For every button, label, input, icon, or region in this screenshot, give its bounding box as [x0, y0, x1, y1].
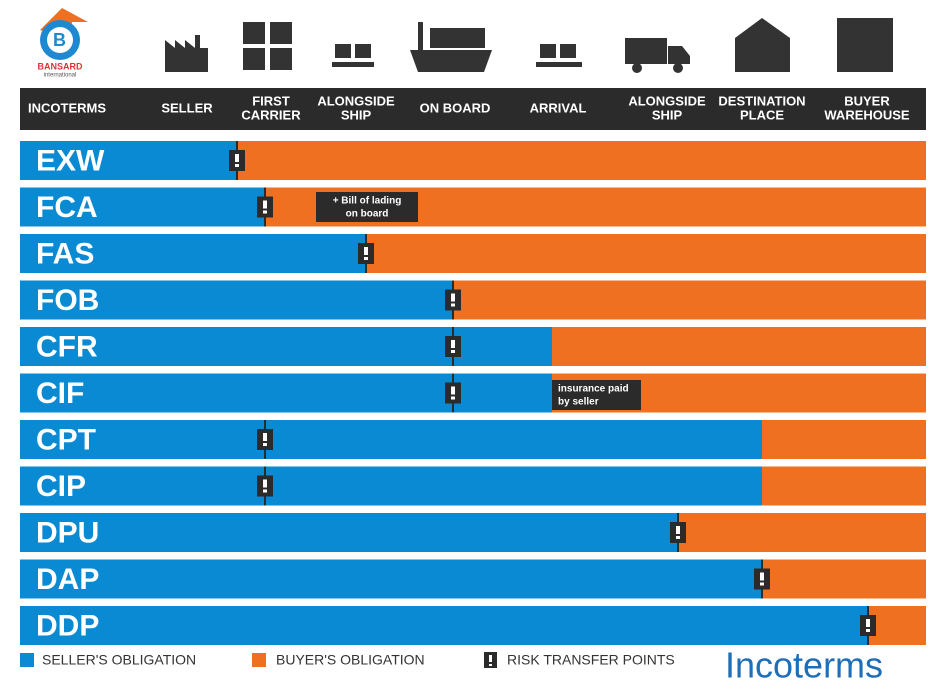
legend-buyer: BUYER'S OBLIGATION: [276, 652, 425, 668]
header-label: ALONGSIDE: [628, 93, 706, 108]
header-label: DESTINATION: [718, 93, 805, 108]
incoterm-code: CIF: [36, 377, 84, 410]
header-label: FIRST: [252, 93, 290, 108]
seller-bar: [20, 187, 265, 227]
incoterm-code: FAS: [36, 237, 94, 270]
risk-dot: [760, 582, 764, 586]
buyer-bar: [762, 466, 926, 506]
note-text: insurance paid: [558, 384, 629, 395]
header-label: WAREHOUSE: [824, 107, 910, 122]
risk-mark: [364, 247, 368, 255]
seller-bar: [20, 141, 237, 180]
buyer-bar: [762, 420, 926, 459]
note-text: on board: [346, 209, 389, 220]
header-label: CARRIER: [241, 107, 301, 122]
note-box: [316, 192, 418, 222]
header-label: ON BOARD: [420, 100, 491, 115]
incoterm-code: FCA: [36, 191, 98, 224]
risk-dot: [676, 536, 680, 539]
buyer-bar: [868, 606, 926, 645]
buyer-bar: [453, 280, 926, 320]
header-label: ARRIVAL: [530, 100, 587, 115]
seller-bar: [20, 327, 552, 366]
seller-bar: [20, 513, 678, 552]
risk-dot: [235, 164, 239, 167]
risk-mark: [451, 386, 455, 395]
svg-text:B: B: [53, 30, 66, 50]
header-label: ALONGSIDE: [317, 93, 395, 108]
risk-mark: [451, 340, 455, 348]
buyer-bar: [552, 327, 926, 366]
buyer-bar: [678, 513, 926, 552]
logo-name: BANSARD: [38, 61, 84, 71]
risk-mark: [263, 433, 267, 441]
seller-bar: [20, 280, 453, 320]
buyer-bar: [366, 234, 926, 273]
incoterm-code: DAP: [36, 563, 99, 596]
risk-dot: [866, 629, 870, 632]
risk-mark: [760, 572, 764, 581]
buyer-bar: [237, 141, 926, 180]
icons: [165, 18, 893, 73]
header-label: INCOTERMS: [28, 100, 106, 115]
header-label: SHIP: [652, 107, 683, 122]
incoterm-code: EXW: [36, 144, 105, 177]
risk-dot: [263, 489, 267, 493]
risk-mark: [263, 479, 267, 488]
header-label: SHIP: [341, 107, 372, 122]
header-label: PLACE: [740, 107, 784, 122]
risk-dot: [263, 210, 267, 214]
note-box: [552, 380, 641, 410]
incoterm-code: CPT: [36, 423, 96, 456]
incoterm-code: DDP: [36, 609, 99, 642]
risk-mark: [235, 154, 239, 162]
incoterm-code: CIP: [36, 470, 86, 503]
logo-tagline: international: [44, 73, 77, 79]
brand: Incoterms: [725, 645, 883, 686]
incoterm-code: CFR: [36, 330, 98, 363]
risk-dot: [364, 257, 368, 260]
buyer-bar: [762, 559, 926, 599]
legend-seller: SELLER'S OBLIGATION: [42, 652, 196, 668]
note-text: by seller: [558, 397, 599, 408]
header-label: BUYER: [844, 93, 890, 108]
risk-mark: [866, 619, 870, 627]
note-text: + Bill of lading: [333, 196, 402, 207]
risk-dot: [451, 396, 455, 400]
seller-bar: [20, 234, 366, 273]
header-bar: [20, 88, 926, 130]
risk-mark: [451, 293, 455, 302]
logo: B BANSARD international: [38, 8, 88, 79]
seller-bar: [20, 373, 552, 413]
seller-bar: [20, 559, 762, 599]
seller-bar: [20, 606, 868, 645]
risk-dot: [451, 303, 455, 307]
risk-dot: [263, 443, 267, 446]
incoterm-code: DPU: [36, 516, 99, 549]
seller-bar: [20, 466, 762, 506]
risk-mark: [676, 526, 680, 534]
legend: SELLER'S OBLIGATION BUYER'S OBLIGATION R…: [20, 652, 675, 668]
seller-bar: [20, 420, 762, 459]
legend-risk: RISK TRANSFER POINTS: [507, 652, 675, 668]
risk-mark: [263, 200, 267, 209]
incoterm-code: FOB: [36, 284, 99, 317]
header-label: SELLER: [161, 100, 213, 115]
risk-dot: [451, 350, 455, 353]
